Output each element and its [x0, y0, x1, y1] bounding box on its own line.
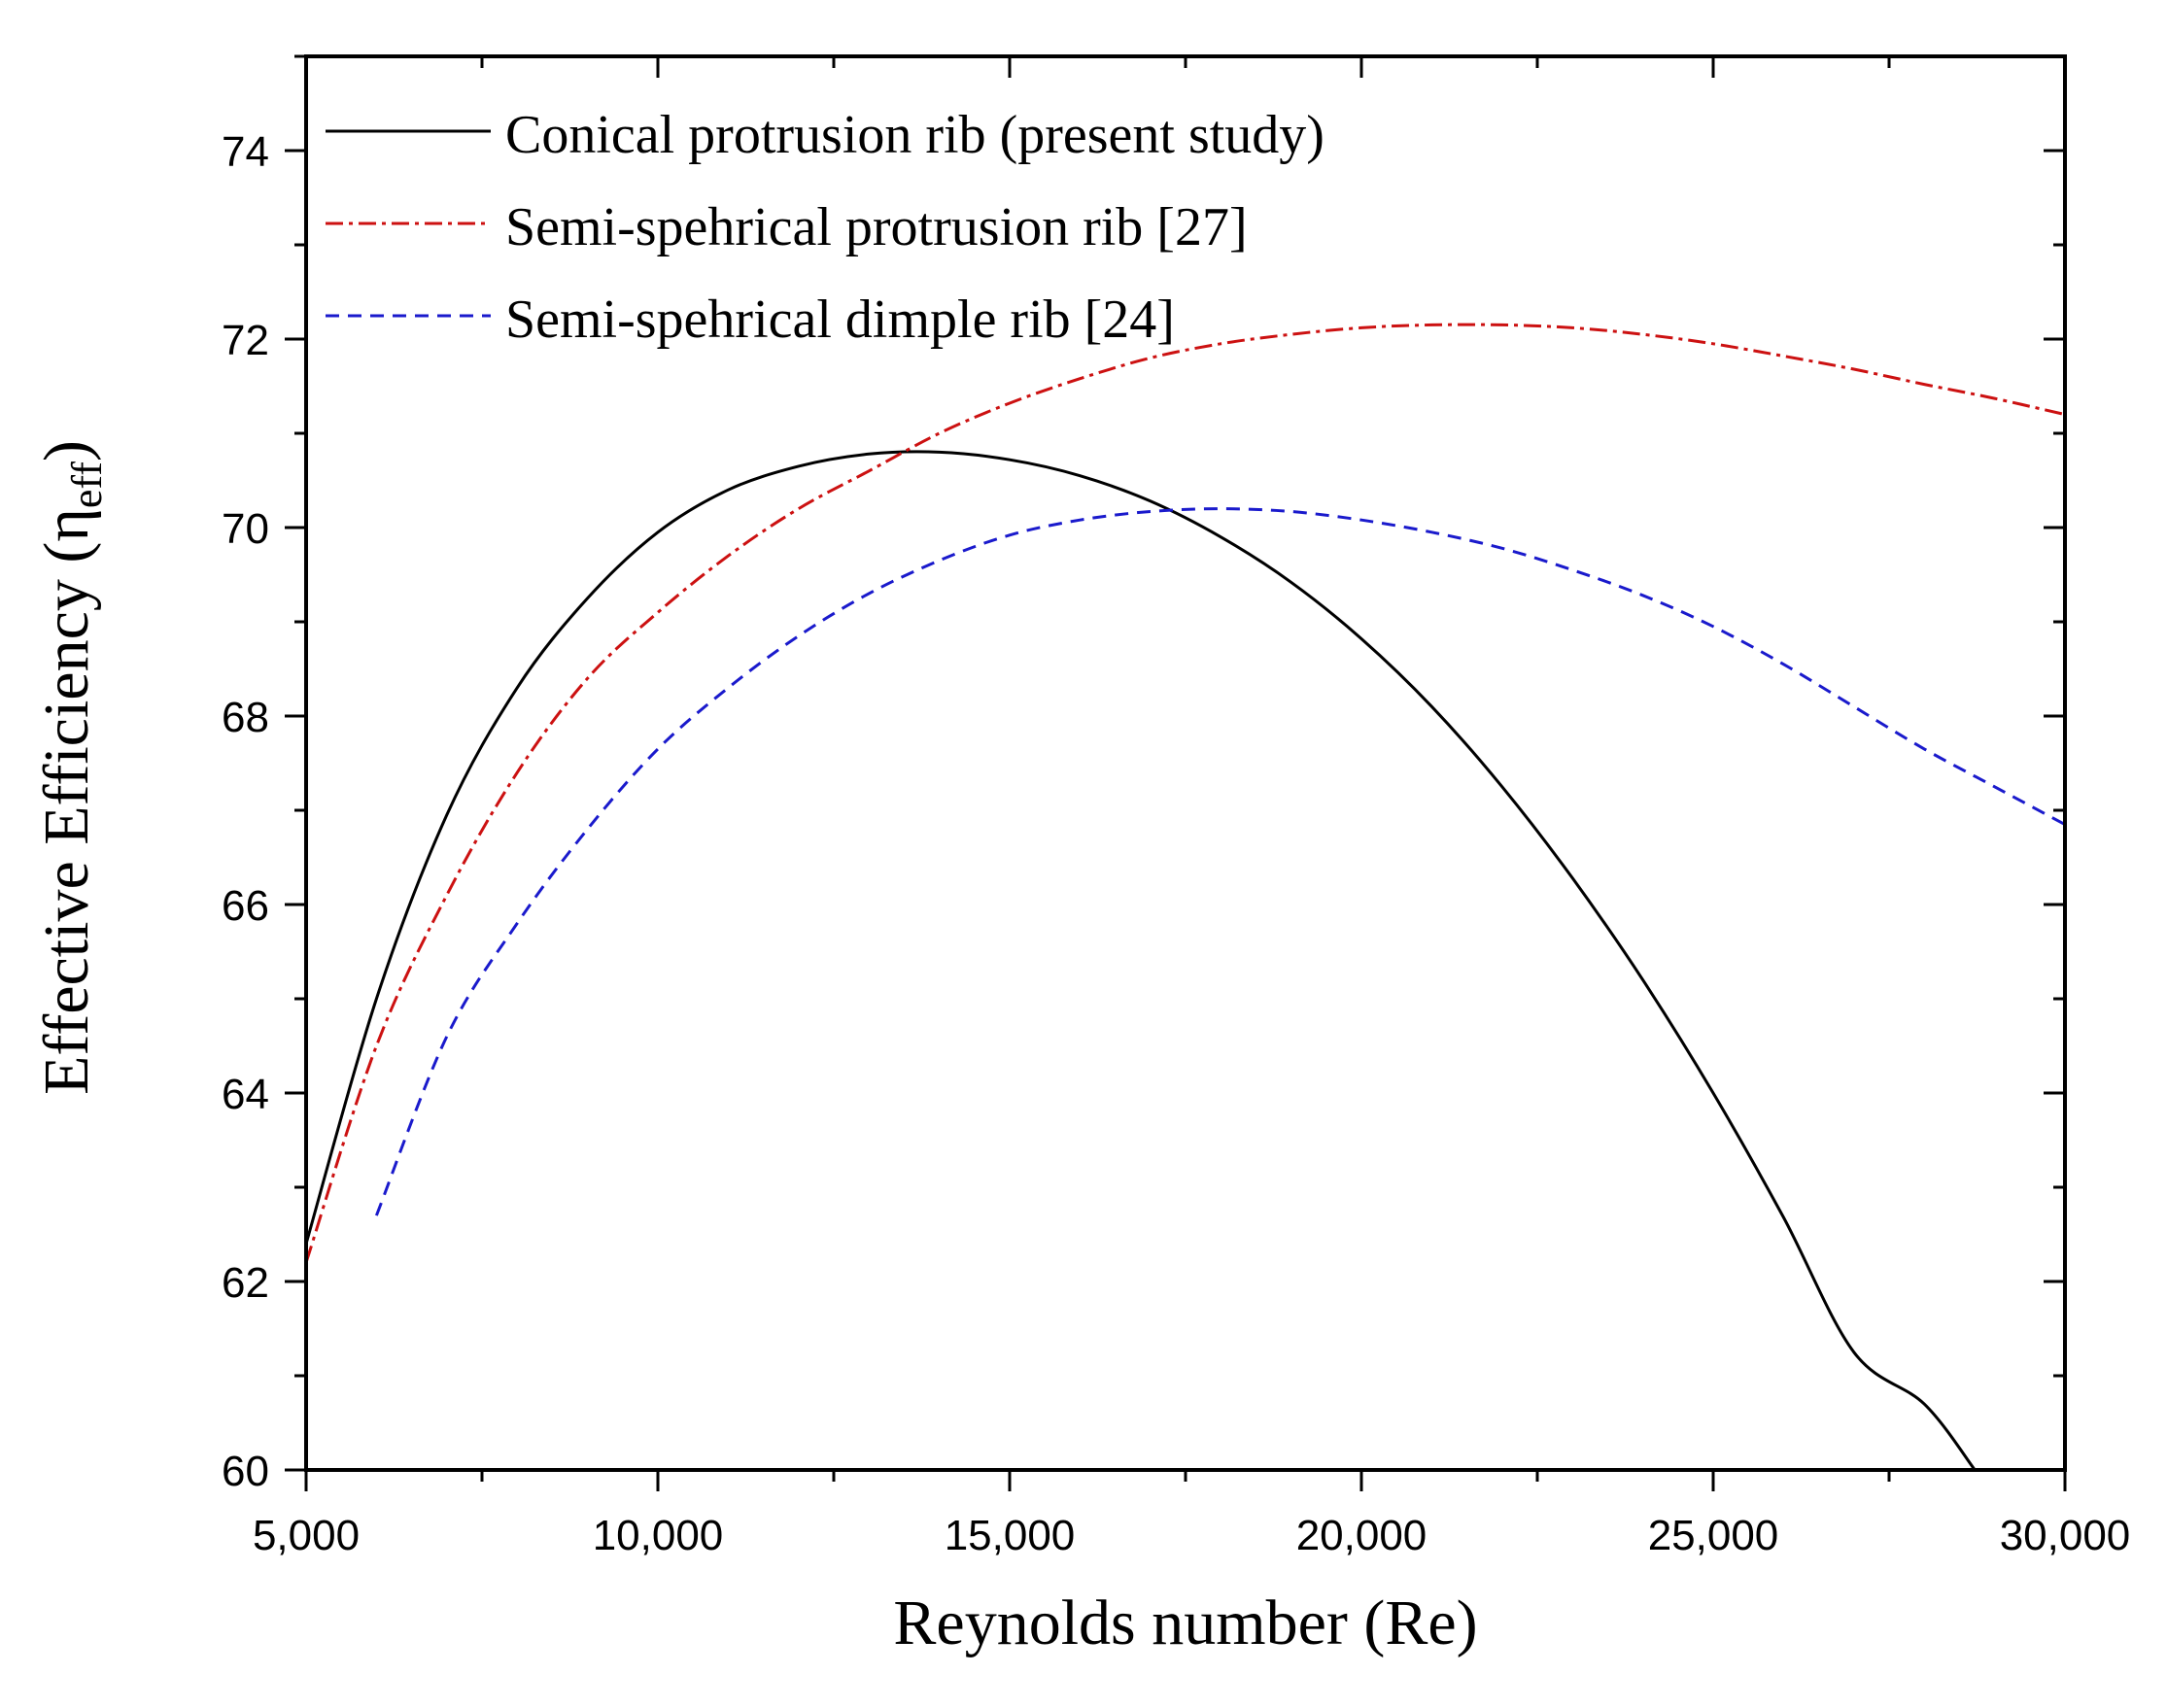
y-tick-label: 62 — [222, 1259, 269, 1307]
x-tick-label: 20,000 — [1296, 1512, 1427, 1559]
x-tick-label: 25,000 — [1648, 1512, 1779, 1559]
legend-label-conical: Conical protrusion rib (present study) — [505, 105, 1324, 165]
x-tick-label: 15,000 — [945, 1512, 1076, 1559]
legend-entry-semi-spherical-dimple: Semi-spehrical dimple rib [24] — [326, 290, 1175, 350]
y-tick-label: 66 — [222, 882, 269, 930]
y-tick-label: 70 — [222, 505, 269, 553]
legend: Conical protrusion rib (present study) S… — [326, 105, 1324, 350]
series-layer — [304, 323, 2066, 1471]
series-semi-spherical-dimple-line — [375, 507, 2066, 1216]
y-tick-label: 74 — [222, 128, 269, 176]
y-axis-title: Effective Efficiency (ηeff) — [31, 440, 111, 1095]
ticks-layer: 5,000 10,000 15,000 20,000 25,000 30,000 60 62 6… — [222, 54, 2131, 1559]
legend-entry-conical: Conical protrusion rib (present study) — [326, 105, 1324, 165]
x-tick-label: 10,000 — [593, 1512, 724, 1559]
y-tick-label: 68 — [222, 694, 269, 741]
y-tick-label: 72 — [222, 317, 269, 364]
series-semi-spherical-protrusion-line — [304, 323, 2066, 1264]
legend-label-semi-spherical-protrusion: Semi-spehrical protrusion rib [27] — [505, 197, 1248, 257]
legend-entry-semi-spherical-protrusion: Semi-spehrical protrusion rib [27] — [326, 197, 1248, 257]
x-axis-title: Reynolds number (Re) — [893, 1588, 1477, 1658]
y-tick-label: 60 — [222, 1448, 269, 1495]
x-tick-label: 5,000 — [253, 1512, 360, 1559]
y-tick-label: 64 — [222, 1071, 269, 1118]
series-conical-line — [304, 450, 1977, 1471]
x-tick-label: 30,000 — [2000, 1512, 2131, 1559]
legend-label-semi-spherical-dimple: Semi-spehrical dimple rib [24] — [505, 290, 1175, 350]
